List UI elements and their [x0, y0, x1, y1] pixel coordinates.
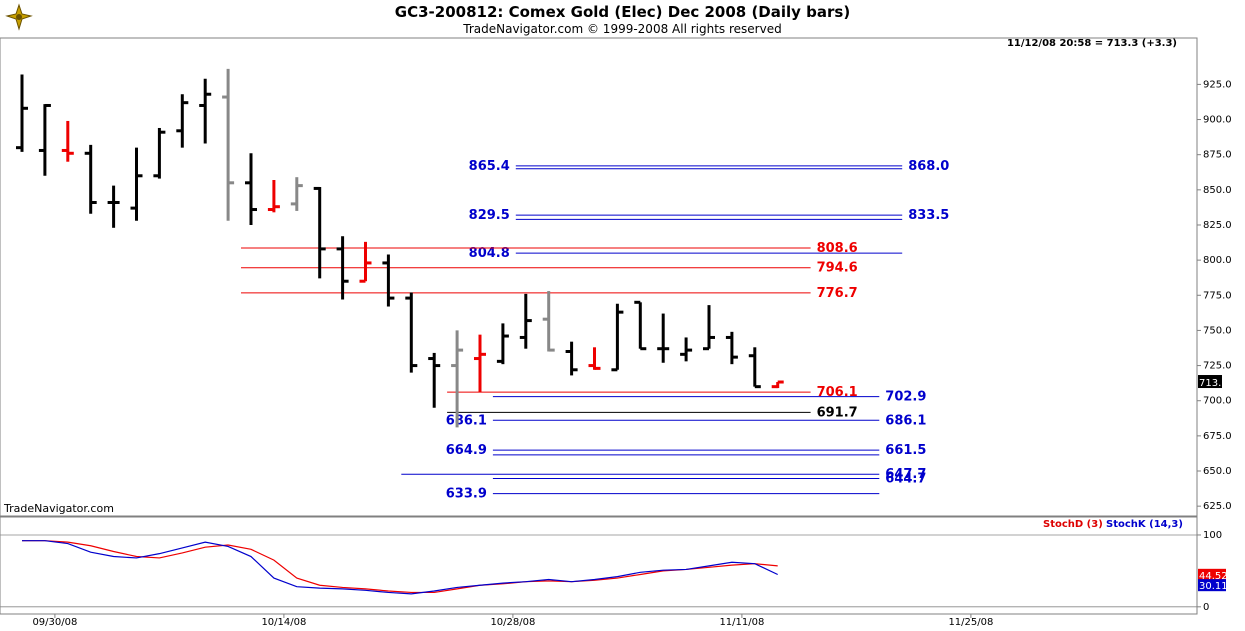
ohlc-bar[interactable] [703, 305, 715, 351]
ohlc-bar[interactable] [359, 241, 372, 283]
ohlc-bar[interactable] [199, 78, 212, 144]
y-tick-label: 875.0 [1203, 150, 1232, 161]
level-left-label: 829.5 [469, 208, 510, 223]
ohlc-bar[interactable] [313, 186, 326, 279]
level-right-label: 794.6 [817, 261, 858, 276]
x-tick-label: 10/28/08 [490, 617, 535, 628]
last-price-tag-bg [1198, 375, 1222, 389]
x-tick-label: 09/30/08 [32, 617, 77, 628]
stoch-y-tick-label: 100 [1203, 530, 1222, 541]
ohlc-bar[interactable] [336, 236, 349, 300]
y-tick-label: 775.0 [1203, 290, 1232, 301]
y-tick-label: 825.0 [1203, 220, 1232, 231]
ohlc-bar[interactable] [680, 337, 693, 362]
ohlc-bar[interactable] [542, 291, 555, 352]
ohlc-bar[interactable] [16, 74, 28, 152]
y-tick-label: 650.0 [1203, 466, 1232, 477]
ohlc-bar[interactable] [267, 179, 280, 213]
level-right-label: 868.0 [908, 159, 949, 174]
ohlc-bar[interactable] [245, 153, 257, 225]
level-left-label: 633.9 [446, 487, 487, 502]
price-panel[interactable]: 865.4 868.0 829.5 833.5 804.8 808.6 794.6 776.7… [0, 37, 1198, 517]
y-tick-label: 700.0 [1203, 396, 1232, 407]
ohlc-bar[interactable] [496, 323, 509, 365]
level-left-label: 664.9 [446, 443, 487, 458]
ohlc-bar[interactable] [222, 68, 235, 221]
ohlc-bar[interactable] [61, 120, 74, 162]
ohlc-bar[interactable] [565, 341, 578, 376]
tradenavigator-logo-icon[interactable] [4, 2, 34, 32]
legend-stochk: StochK (14,3) [1106, 519, 1183, 530]
ohlc-bar[interactable] [38, 103, 51, 176]
y-tick-label: 625.0 [1203, 501, 1232, 512]
chart-header: GC3-200812: Comex Gold (Elec) Dec 2008 (… [0, 0, 1245, 38]
ohlc-bar[interactable] [611, 303, 624, 372]
ohlc-bar[interactable] [588, 347, 601, 370]
stoch-value-tag: 30.11 [1199, 581, 1228, 592]
ohlc-bar[interactable] [634, 300, 647, 351]
ohlc-bar[interactable] [176, 94, 189, 148]
stochk-line [22, 540, 778, 595]
ohlc-bar[interactable] [771, 380, 784, 389]
ohlc-bar[interactable] [153, 127, 166, 179]
copyright-notice: TradeNavigator.com © 1999-2008 All right… [463, 22, 782, 36]
stochastic-panel[interactable] [0, 516, 1198, 615]
level-right-label: 647.7 [885, 467, 926, 482]
ohlc-bar[interactable] [657, 313, 670, 363]
x-tick-label: 11/25/08 [948, 617, 993, 628]
last-price-tag: 713.3 [1199, 378, 1228, 389]
chart-title: GC3-200812: Comex Gold (Elec) Dec 2008 (… [394, 3, 851, 21]
y-tick-label: 675.0 [1203, 431, 1232, 442]
ohlc-bar[interactable] [428, 352, 441, 408]
ohlc-bar[interactable] [748, 347, 761, 389]
level-right-label: 691.7 [817, 405, 858, 420]
level-right-label: 706.1 [817, 385, 858, 400]
ohlc-bar[interactable] [725, 331, 738, 365]
level-right-label: 661.5 [885, 443, 926, 458]
ohlc-bar[interactable] [451, 330, 464, 428]
level-right-label: 644.7 [885, 471, 926, 486]
level-right-label: 833.5 [908, 208, 949, 223]
watermark: TradeNavigator.com [3, 502, 114, 515]
y-tick-label: 725.0 [1203, 361, 1232, 372]
level-left-label: 804.8 [469, 246, 510, 261]
axes: 925.0 900.0 875.0 850.0 825.0 800.0 775.0 750.0… [0, 38, 1232, 628]
ohlc-bar[interactable] [84, 144, 97, 214]
y-tick-label: 900.0 [1203, 115, 1232, 126]
y-tick-label: 800.0 [1203, 255, 1232, 266]
stoch-value-tag: 44.52 [1199, 571, 1228, 582]
x-tick-label: 11/11/08 [719, 617, 764, 628]
ohlc-bar[interactable] [474, 334, 486, 393]
ohlc-bar[interactable] [519, 293, 532, 349]
level-left-label: 686.1 [446, 413, 487, 428]
ohlc-bar[interactable] [290, 177, 303, 211]
stoch-y-tick-label: 0 [1203, 602, 1209, 613]
ohlc-bar[interactable] [405, 292, 418, 373]
stoch-panel-frame [0, 516, 1198, 615]
stoch-value-tag-bg [1198, 568, 1226, 581]
level-right-label: 702.9 [885, 390, 926, 405]
ohlc-bar[interactable] [130, 147, 143, 221]
stoch-value-tag-bg [1198, 579, 1226, 592]
price-panel-frame [0, 37, 1198, 517]
level-right-label: 686.1 [885, 413, 926, 428]
level-right-label: 808.6 [817, 241, 858, 256]
y-tick-label: 925.0 [1203, 79, 1232, 90]
y-tick-label: 850.0 [1203, 185, 1232, 196]
x-tick-label: 10/14/08 [261, 617, 306, 628]
level-right-label: 776.7 [817, 286, 858, 301]
level-left-label: 865.4 [469, 159, 510, 174]
ohlc-bar[interactable] [382, 254, 395, 307]
price-readout: 11/12/08 20:58 = 713.3 (+3.3) [1007, 38, 1177, 49]
stochd-line [22, 540, 778, 594]
ohlc-bar[interactable] [107, 185, 120, 228]
y-tick-label: 750.0 [1203, 325, 1232, 336]
legend-stochd: StochD (3) [1043, 519, 1103, 530]
